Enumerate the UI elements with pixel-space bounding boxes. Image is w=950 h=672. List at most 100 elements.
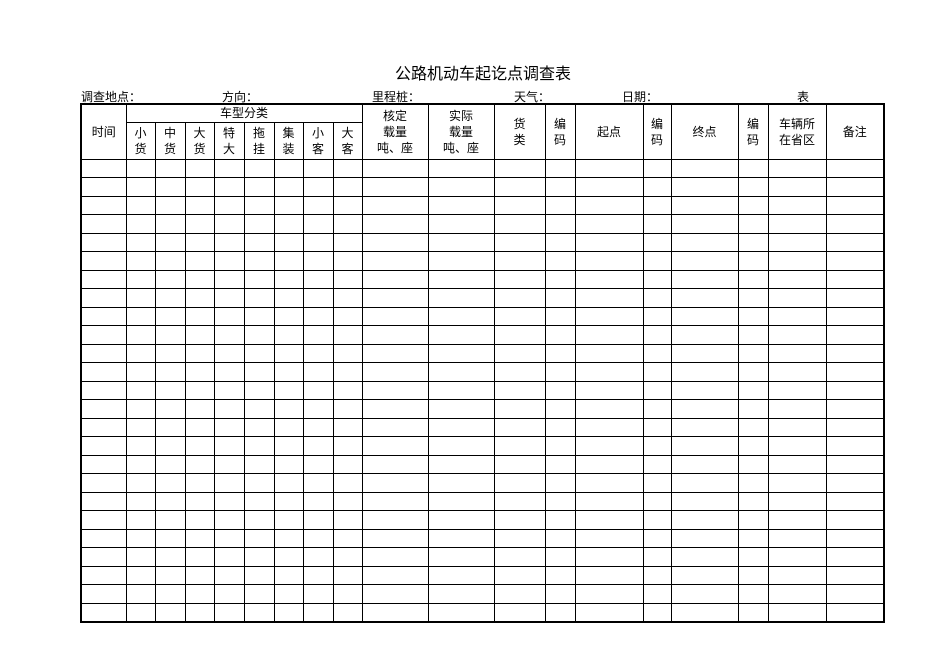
table-cell[interactable] <box>574 417 644 437</box>
table-cell[interactable] <box>213 325 245 345</box>
table-cell[interactable] <box>125 399 156 419</box>
table-cell[interactable] <box>427 491 495 511</box>
table-cell[interactable] <box>737 232 769 252</box>
table-cell[interactable] <box>767 399 827 419</box>
table-cell[interactable] <box>544 269 576 289</box>
table-cell[interactable] <box>493 436 546 456</box>
table-cell[interactable] <box>273 195 304 215</box>
table-cell[interactable] <box>427 399 495 419</box>
table-cell[interactable] <box>184 602 215 623</box>
table-cell[interactable] <box>767 491 827 511</box>
table-cell[interactable] <box>154 195 186 215</box>
table-cell[interactable] <box>332 584 363 604</box>
table-cell[interactable] <box>767 417 827 437</box>
table-cell[interactable] <box>243 547 275 567</box>
table-cell[interactable] <box>670 510 739 530</box>
table-cell[interactable] <box>80 510 127 530</box>
table-cell[interactable] <box>574 306 644 326</box>
table-cell[interactable] <box>544 602 576 623</box>
table-cell[interactable] <box>213 399 245 419</box>
table-cell[interactable] <box>670 269 739 289</box>
table-cell[interactable] <box>302 251 334 271</box>
table-cell[interactable] <box>574 436 644 456</box>
table-cell[interactable] <box>125 565 156 585</box>
table-cell[interactable] <box>825 288 885 308</box>
table-cell[interactable] <box>80 417 127 437</box>
table-cell[interactable] <box>544 177 576 197</box>
table-cell[interactable] <box>213 306 245 326</box>
table-cell[interactable] <box>544 584 576 604</box>
table-cell[interactable] <box>125 528 156 548</box>
table-cell[interactable] <box>243 158 275 178</box>
table-cell[interactable] <box>493 195 546 215</box>
table-cell[interactable] <box>642 473 672 493</box>
table-cell[interactable] <box>332 380 363 400</box>
table-cell[interactable] <box>361 399 429 419</box>
table-cell[interactable] <box>243 362 275 382</box>
table-cell[interactable] <box>544 528 576 548</box>
table-cell[interactable] <box>737 158 769 178</box>
table-cell[interactable] <box>273 251 304 271</box>
table-cell[interactable] <box>361 584 429 604</box>
table-cell[interactable] <box>574 380 644 400</box>
table-cell[interactable] <box>302 214 334 234</box>
table-cell[interactable] <box>642 288 672 308</box>
table-cell[interactable] <box>737 195 769 215</box>
table-cell[interactable] <box>302 602 334 623</box>
table-cell[interactable] <box>670 343 739 363</box>
table-cell[interactable] <box>273 269 304 289</box>
table-cell[interactable] <box>184 399 215 419</box>
table-cell[interactable] <box>493 399 546 419</box>
table-cell[interactable] <box>825 602 885 623</box>
table-cell[interactable] <box>427 565 495 585</box>
table-cell[interactable] <box>125 288 156 308</box>
table-cell[interactable] <box>767 306 827 326</box>
table-cell[interactable] <box>273 454 304 474</box>
table-cell[interactable] <box>361 306 429 326</box>
table-cell[interactable] <box>670 473 739 493</box>
table-cell[interactable] <box>767 584 827 604</box>
table-cell[interactable] <box>302 269 334 289</box>
table-cell[interactable] <box>302 473 334 493</box>
table-cell[interactable] <box>243 232 275 252</box>
table-cell[interactable] <box>574 602 644 623</box>
table-cell[interactable] <box>332 510 363 530</box>
table-cell[interactable] <box>493 380 546 400</box>
table-cell[interactable] <box>273 177 304 197</box>
table-cell[interactable] <box>670 528 739 548</box>
table-cell[interactable] <box>273 602 304 623</box>
table-cell[interactable] <box>493 528 546 548</box>
table-cell[interactable] <box>273 547 304 567</box>
table-cell[interactable] <box>213 565 245 585</box>
table-cell[interactable] <box>243 491 275 511</box>
table-cell[interactable] <box>213 362 245 382</box>
table-cell[interactable] <box>154 436 186 456</box>
table-cell[interactable] <box>184 510 215 530</box>
table-cell[interactable] <box>184 380 215 400</box>
table-cell[interactable] <box>544 343 576 363</box>
table-cell[interactable] <box>80 399 127 419</box>
table-cell[interactable] <box>332 232 363 252</box>
table-cell[interactable] <box>80 195 127 215</box>
table-cell[interactable] <box>213 491 245 511</box>
table-cell[interactable] <box>825 528 885 548</box>
table-cell[interactable] <box>670 251 739 271</box>
table-cell[interactable] <box>670 491 739 511</box>
table-cell[interactable] <box>332 473 363 493</box>
table-cell[interactable] <box>125 436 156 456</box>
table-cell[interactable] <box>332 177 363 197</box>
table-cell[interactable] <box>427 288 495 308</box>
table-cell[interactable] <box>154 288 186 308</box>
table-cell[interactable] <box>642 547 672 567</box>
table-cell[interactable] <box>154 565 186 585</box>
table-cell[interactable] <box>427 251 495 271</box>
table-cell[interactable] <box>80 454 127 474</box>
table-cell[interactable] <box>361 602 429 623</box>
table-cell[interactable] <box>642 177 672 197</box>
table-cell[interactable] <box>737 177 769 197</box>
table-cell[interactable] <box>737 325 769 345</box>
table-cell[interactable] <box>80 362 127 382</box>
table-cell[interactable] <box>332 195 363 215</box>
table-cell[interactable] <box>125 510 156 530</box>
table-cell[interactable] <box>642 491 672 511</box>
